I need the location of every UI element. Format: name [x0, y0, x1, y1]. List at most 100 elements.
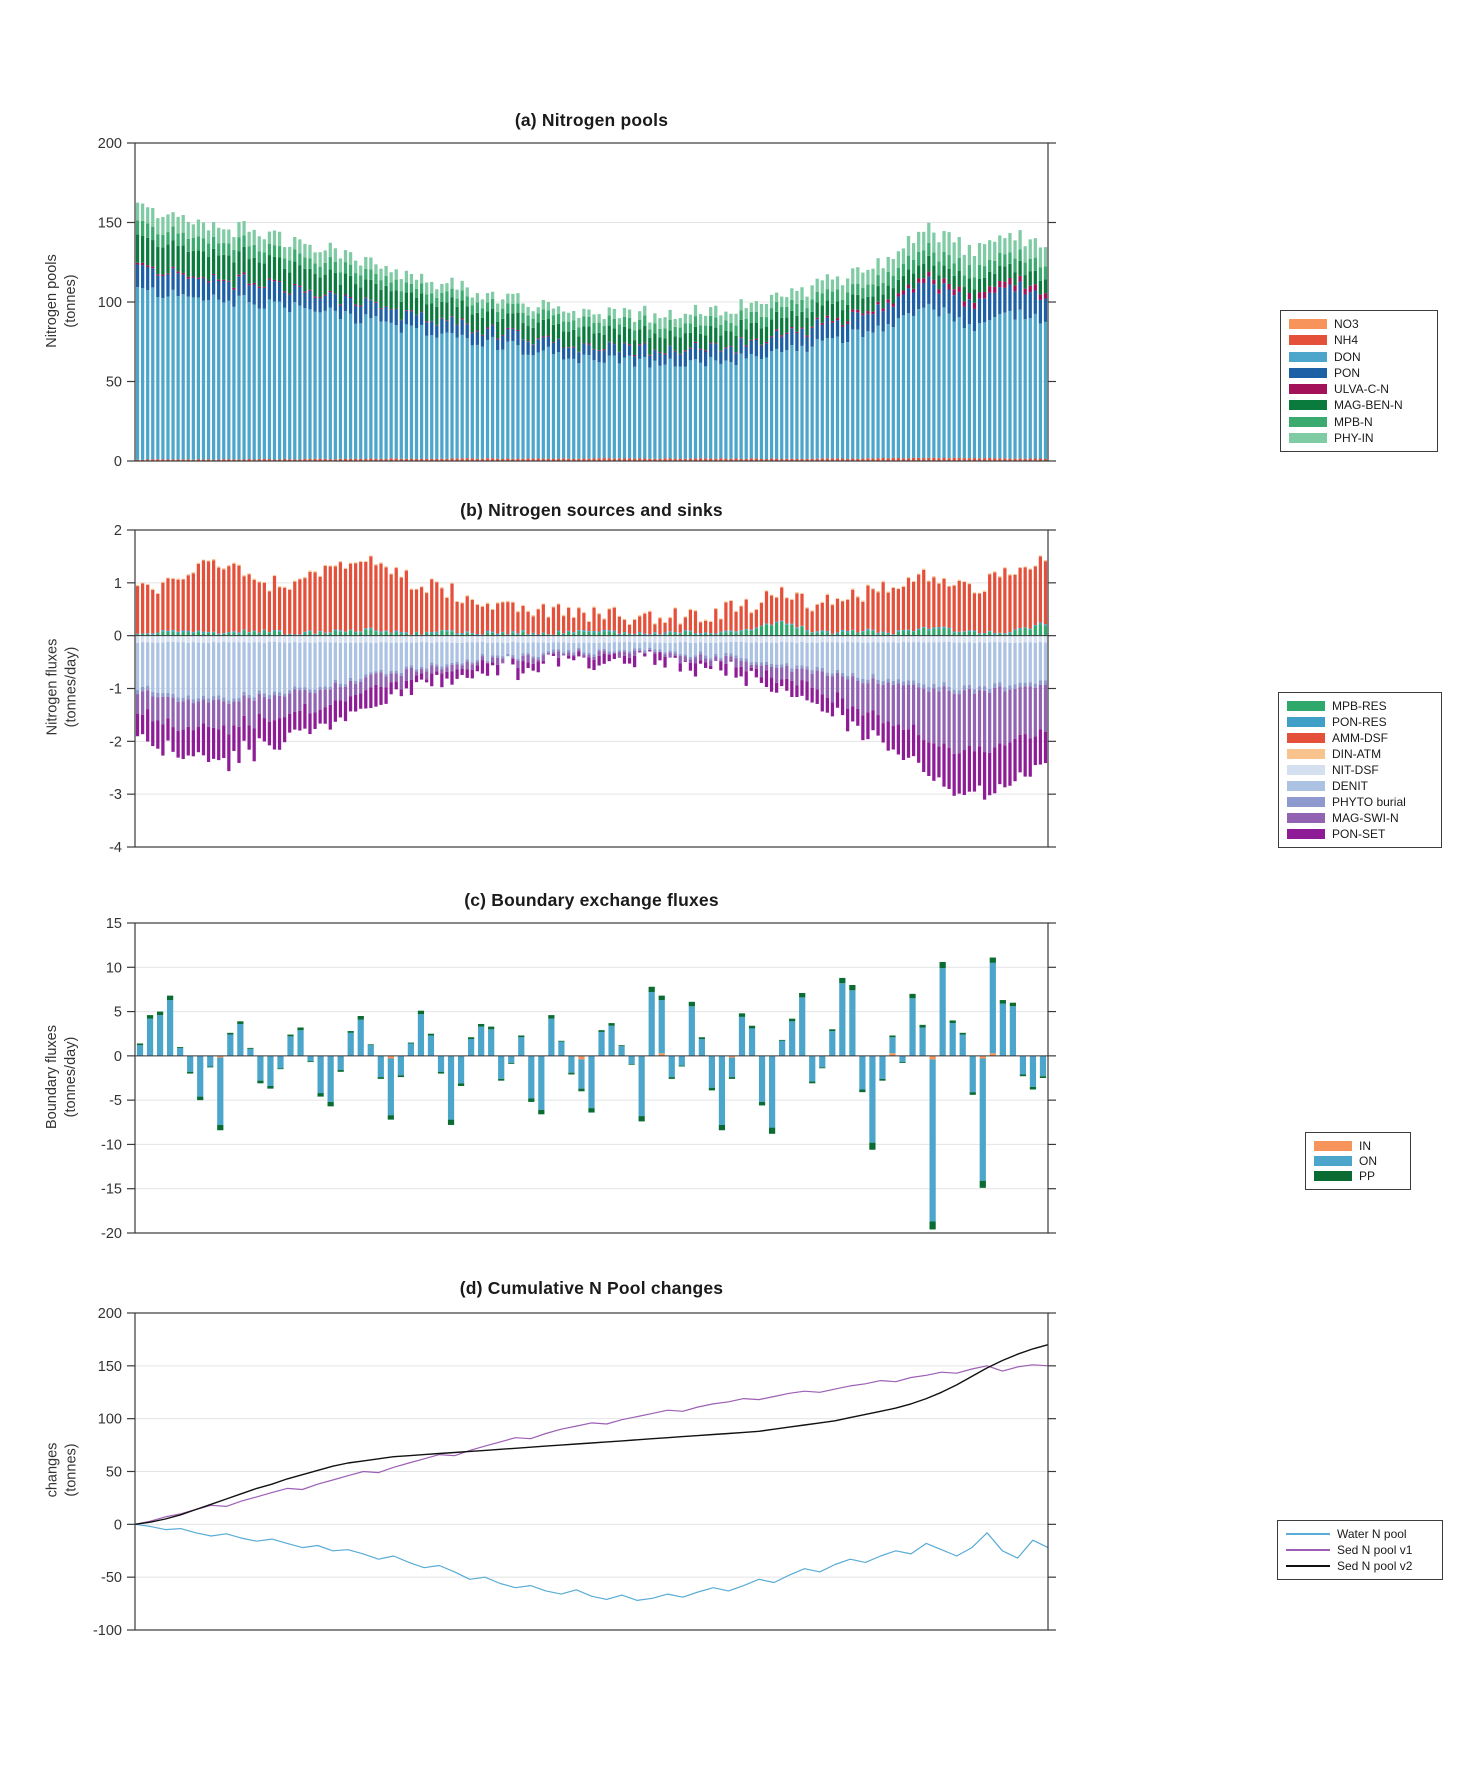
ytick-label: 200 [98, 136, 122, 152]
legend-item-don: DON [1289, 350, 1429, 364]
ytick-label: 0 [114, 629, 122, 645]
pon-swatch-icon [1289, 367, 1327, 378]
no3-swatch-icon [1289, 319, 1327, 329]
legend-item-mpb-n: MPB-N [1289, 415, 1429, 429]
ytick-label: 5 [114, 1005, 122, 1021]
panel-a-ylabel: Nitrogen pools (tonnes) [44, 254, 79, 348]
on-swatch-icon [1314, 1156, 1352, 1166]
legend-c: IN ON PP [1305, 1132, 1411, 1190]
legend-item-ulva-c-n: ULVA-C-N [1289, 382, 1429, 396]
nh4-swatch-icon [1289, 335, 1327, 346]
line-sed-n-pool-v1 [134, 1364, 1049, 1525]
ytick-label: -1 [109, 682, 122, 698]
legend-label-sed-n-pool-v1: Sed N pool v1 [1337, 1543, 1413, 1557]
legend-label-pon-set: PON-SET [1332, 827, 1386, 841]
chart-a-plot: 0 50 100 150 200 [98, 136, 1056, 470]
ytick-label: 0 [114, 1049, 122, 1065]
pon-res-swatch-icon [1287, 717, 1325, 727]
legend-d: Water N pool Sed N pool v1 Sed N pool v2 [1277, 1520, 1443, 1580]
legend-item-pon-set: PON-SET [1287, 827, 1433, 841]
ytick-label: -20 [101, 1226, 122, 1242]
sed-n-pool-v2-swatch-icon [1286, 1565, 1330, 1567]
don-swatch-icon [1289, 351, 1327, 362]
legend-label-sed-n-pool-v2: Sed N pool v2 [1337, 1559, 1413, 1573]
legend-item-denit: DENIT [1287, 779, 1433, 793]
legend-item-mag-ben-n: MAG-BEN-N [1289, 398, 1429, 412]
ytick-label: -5 [109, 1093, 122, 1109]
in-swatch-icon [1314, 1141, 1352, 1151]
legend-item-pon-res: PON-RES [1287, 715, 1433, 729]
legend-item-on: ON [1314, 1154, 1402, 1168]
legend-label-pp: PP [1359, 1169, 1376, 1183]
legend-a: NO3 NH4 DON PON ULVA-C-N MAG-BEN-N MPB-N PHY-IN [1280, 310, 1438, 452]
legend-label-no3: NO3 [1334, 317, 1359, 331]
legend-label-mpb-res: MPB-RES [1332, 699, 1387, 713]
legend-item-water-n-pool: Water N pool [1286, 1527, 1434, 1541]
legend-label-mag-ben-n: MAG-BEN-N [1334, 398, 1403, 413]
line-sed-n-pool-v2 [134, 1344, 1049, 1525]
ytick-label: 100 [98, 295, 122, 311]
ytick-label: -50 [101, 1570, 122, 1586]
legend-item-pon: PON [1289, 366, 1429, 380]
legend-item-in: IN [1314, 1139, 1402, 1153]
mpb-res-swatch-icon [1287, 701, 1325, 711]
legend-label-mag-swi-n: MAG-SWI-N [1332, 811, 1399, 825]
legend-label-on: ON [1359, 1154, 1377, 1168]
legend-label-don: DON [1334, 349, 1361, 364]
ytick-label: 150 [98, 216, 122, 232]
legend-b: MPB-RES PON-RES AMM-DSF DIN-ATM NIT-DSF DENIT… [1278, 692, 1442, 848]
water-n-pool-swatch-icon [1286, 1533, 1330, 1535]
din-atm-swatch-icon [1287, 749, 1325, 759]
ytick-label: -4 [109, 840, 122, 856]
ytick-label: 0 [114, 1517, 122, 1533]
line-water-n-pool [134, 1523, 1049, 1602]
chart-b-plot: -4 -3 -2 -1 0 1 2 [109, 523, 1056, 856]
panel-d-title: (d) Cumulative N Pool changes [459, 1278, 724, 1298]
legend-item-phy-in: PHY-IN [1289, 431, 1429, 445]
panel-c-title: (c) Boundary exchange fluxes [464, 890, 719, 910]
legend-label-ulva-c-n: ULVA-C-N [1334, 382, 1389, 397]
amm-dsf-swatch-icon [1287, 733, 1325, 743]
ytick-label: 0 [114, 454, 122, 470]
pp-swatch-icon [1314, 1171, 1352, 1181]
nit-dsf-swatch-icon [1287, 765, 1325, 775]
legend-item-amm-dsf: AMM-DSF [1287, 731, 1433, 745]
panel-a-title: (a) Nitrogen pools [514, 110, 669, 130]
legend-item-nh4: NH4 [1289, 333, 1429, 347]
panel-d-ylabel: changes (tonnes) [44, 1442, 80, 1498]
legend-item-sed-n-pool-v1: Sed N pool v1 [1286, 1543, 1434, 1557]
legend-item-phyto-burial: PHYTO burial [1287, 795, 1433, 809]
ytick-label: 1 [114, 576, 122, 592]
ytick-label: 50 [106, 1465, 122, 1481]
legend-label-phyto-burial: PHYTO burial [1332, 795, 1406, 809]
mpb-n-swatch-icon [1289, 416, 1327, 427]
legend-label-amm-dsf: AMM-DSF [1332, 731, 1388, 745]
ytick-label: 15 [106, 916, 122, 932]
legend-label-phy-in: PHY-IN [1334, 430, 1374, 445]
phyto-burial-swatch-icon [1287, 797, 1325, 807]
ytick-label: 2 [114, 523, 122, 539]
sed-n-pool-v1-swatch-icon [1286, 1549, 1330, 1551]
ulva-c-n-swatch-icon [1289, 384, 1327, 395]
legend-item-nit-dsf: NIT-DSF [1287, 763, 1433, 777]
mag-ben-n-swatch-icon [1289, 400, 1327, 411]
phy-in-swatch-icon [1289, 432, 1327, 443]
legend-item-pp: PP [1314, 1169, 1402, 1183]
legend-item-sed-n-pool-v2: Sed N pool v2 [1286, 1559, 1434, 1573]
panel-b-title: (b) Nitrogen sources and sinks [460, 500, 723, 520]
denit-swatch-icon [1287, 781, 1325, 791]
panel-c-ylabel: Boundary fluxes (tonnes/day) [44, 1025, 79, 1129]
legend-label-nh4: NH4 [1334, 333, 1359, 348]
panel-b-ylabel: Nitrogen fluxes (tonnes/day) [44, 638, 80, 736]
legend-label-in: IN [1359, 1139, 1371, 1153]
ytick-label: -10 [101, 1137, 122, 1153]
legend-item-din-atm: DIN-ATM [1287, 747, 1433, 761]
ytick-label: 100 [98, 1412, 122, 1428]
ytick-label: -2 [109, 734, 122, 750]
ytick-label: -3 [109, 787, 122, 803]
legend-item-no3: NO3 [1289, 317, 1429, 331]
legend-item-mag-swi-n: MAG-SWI-N [1287, 811, 1433, 825]
legend-label-pon: PON [1334, 365, 1361, 380]
